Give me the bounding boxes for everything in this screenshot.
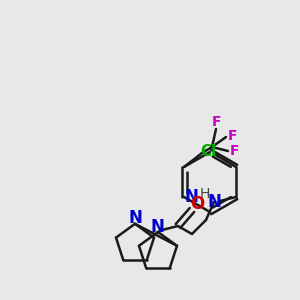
Text: Cl: Cl [200,143,216,158]
Text: N: N [184,188,198,206]
Text: H: H [200,187,210,201]
Text: F: F [211,115,221,129]
Text: N: N [150,218,164,236]
Text: F: F [229,144,239,158]
Text: O: O [190,195,204,213]
Text: N: N [207,193,221,211]
Text: F: F [227,129,237,143]
Text: N: N [128,209,142,227]
